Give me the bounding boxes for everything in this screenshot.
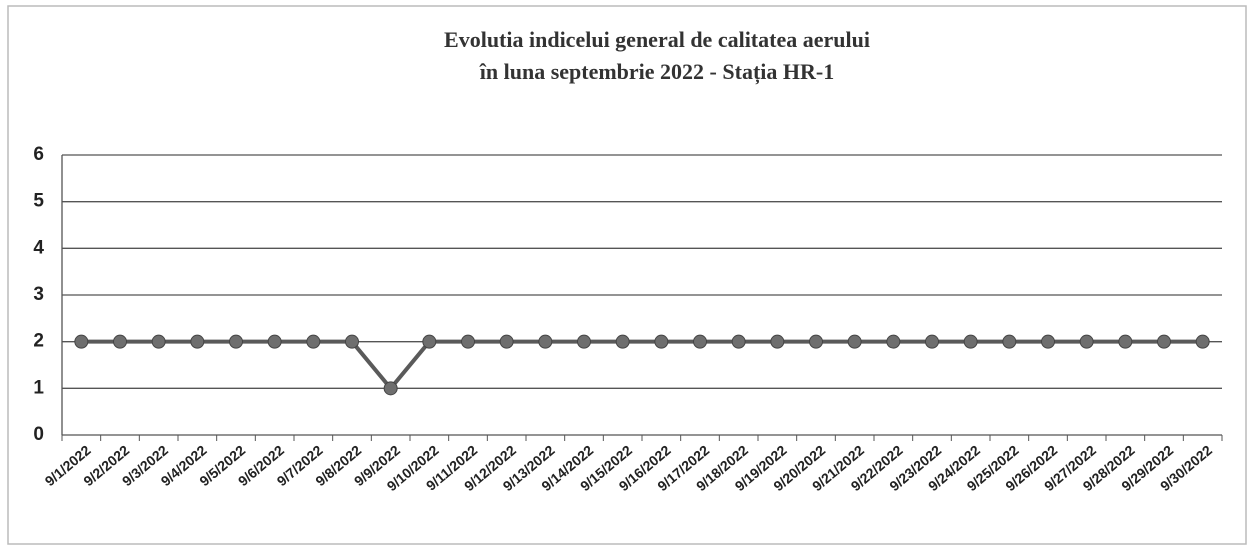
data-point: [422, 334, 437, 349]
data-point: [770, 334, 785, 349]
data-point: [190, 334, 205, 349]
y-tick-label: 6: [33, 144, 44, 165]
data-point: [731, 334, 746, 349]
y-tick-label: 0: [33, 424, 44, 445]
data-point: [229, 334, 243, 349]
data-point: [151, 334, 166, 349]
data-point: [1079, 334, 1094, 349]
data-point: [267, 334, 282, 349]
data-point: [963, 334, 978, 349]
data-point: [615, 334, 630, 349]
y-tick-label: 3: [33, 284, 44, 305]
data-point: [461, 334, 475, 349]
data-point: [113, 334, 127, 349]
chart-title: Evolutia indicelui general de calitatea …: [444, 27, 870, 52]
data-point: [306, 334, 321, 349]
data-point: [847, 334, 862, 349]
data-point: [383, 381, 398, 396]
data-point: [1002, 334, 1017, 349]
chart-frame: [7, 5, 1247, 545]
data-point: [577, 334, 591, 349]
data-point: [74, 334, 89, 349]
data-point: [1118, 334, 1133, 349]
data-point: [538, 334, 553, 349]
data-point: [1157, 334, 1171, 349]
data-point: [345, 334, 359, 349]
data-point: [925, 334, 939, 349]
y-tick-label: 5: [33, 191, 44, 212]
data-point: [1195, 334, 1210, 349]
data-point: [654, 334, 669, 349]
y-tick-label: 1: [33, 377, 44, 398]
y-tick-label: 2: [33, 331, 44, 352]
y-tick-label: 4: [33, 237, 44, 258]
data-point: [499, 334, 514, 349]
data-point: [1041, 334, 1055, 349]
data-point: [886, 334, 901, 349]
data-point: [693, 334, 707, 349]
chart-title: în luna septembrie 2022 - Stația HR-1: [479, 59, 834, 85]
data-point: [809, 334, 823, 349]
